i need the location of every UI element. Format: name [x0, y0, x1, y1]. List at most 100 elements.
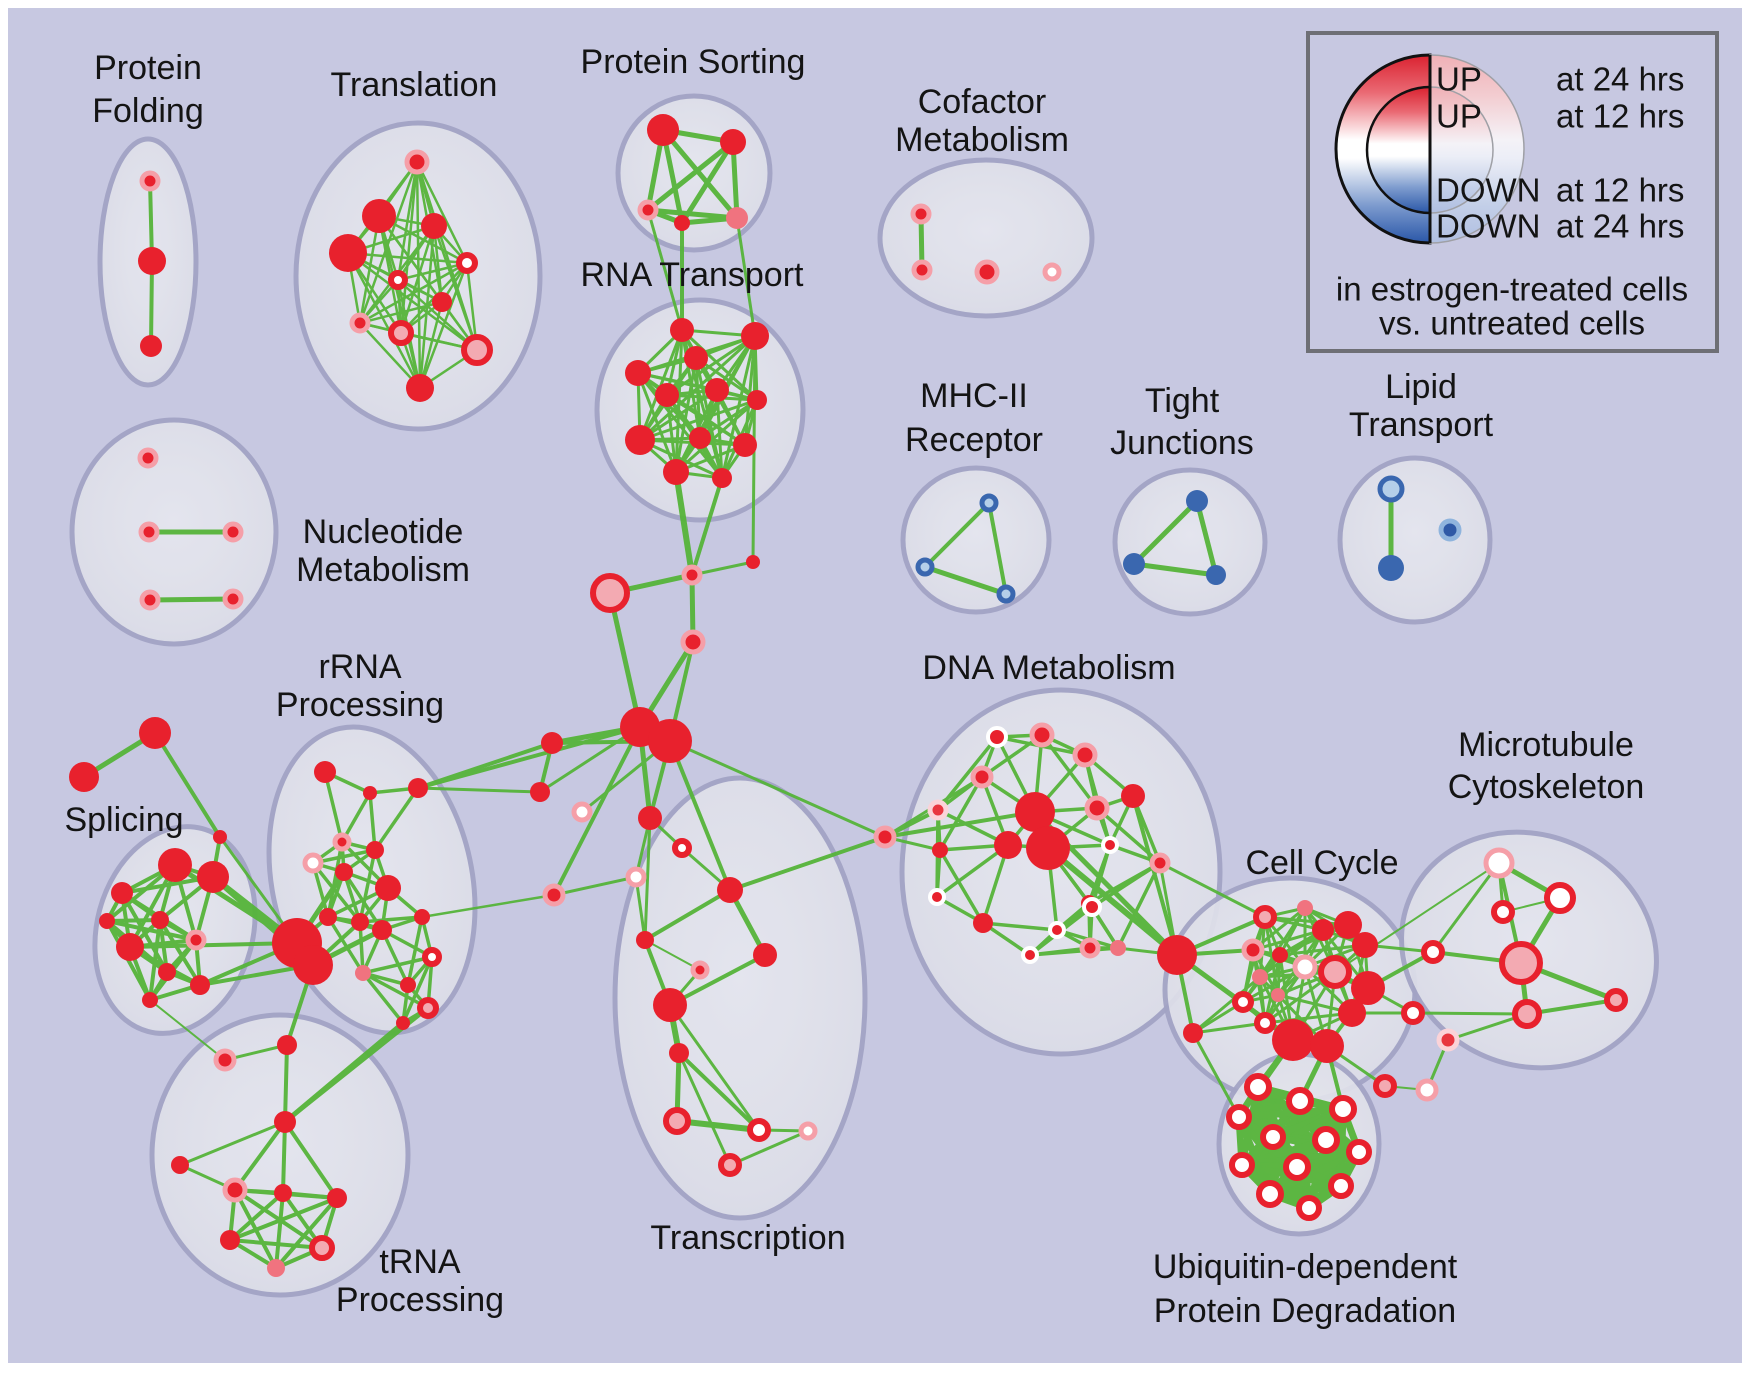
- cluster-ellipse-trna-processing: [149, 1012, 411, 1298]
- network-node-red: [1183, 1023, 1203, 1043]
- network-node-red: [670, 318, 694, 342]
- network-node-red: [158, 848, 192, 882]
- network-edge: [358, 848, 377, 924]
- network-edge: [346, 251, 479, 352]
- network-node-red: [625, 360, 651, 386]
- network-node-red: [625, 425, 655, 455]
- cluster-label-ubiquitin-degradation: Ubiquitin-dependent Protein Degradation: [1153, 1248, 1458, 1330]
- network-edge: [373, 786, 420, 852]
- network-node-rp: [1253, 905, 1277, 929]
- network-edge: [361, 971, 405, 1025]
- network-edge: [668, 739, 887, 839]
- network-node-lpr: [1436, 1028, 1460, 1052]
- cluster-label-protein-sorting: Protein Sorting: [581, 43, 806, 81]
- network-node-rw: [1260, 1124, 1286, 1150]
- network-node-prr: [1079, 937, 1101, 959]
- network-node-red: [973, 913, 993, 933]
- network-node-rw: [1283, 1153, 1311, 1181]
- network-node-prr: [222, 521, 244, 543]
- network-node-prr: [1072, 742, 1098, 768]
- network-edge: [283, 1120, 339, 1200]
- network-edge: [728, 1129, 810, 1167]
- network-edge: [323, 770, 344, 844]
- network-node-red: [414, 909, 430, 925]
- network-edge: [380, 928, 410, 987]
- network-edge: [1131, 561, 1219, 578]
- network-node-red: [335, 863, 353, 881]
- network-edge: [178, 1120, 287, 1167]
- network-node-red: [140, 335, 162, 357]
- network-node-red: [171, 1156, 189, 1174]
- network-edge: [361, 971, 430, 1010]
- network-edge: [128, 941, 299, 949]
- network-node-rw: [1232, 991, 1254, 1013]
- network-node-red: [747, 390, 767, 410]
- network-node-red: [717, 877, 743, 903]
- cluster-label-cell-cycle: Cell Cycle: [1245, 844, 1398, 882]
- network-edge: [326, 840, 344, 919]
- network-edge: [728, 835, 887, 892]
- cluster-label-mhc-ii-receptor: MHC-II Receptor: [905, 377, 1043, 459]
- network-edge: [665, 334, 757, 397]
- network-node-red: [684, 346, 708, 370]
- network-node-wr: [986, 726, 1008, 748]
- network-node-pnk: [726, 207, 748, 229]
- network-edge: [923, 501, 991, 569]
- cluster-label-translation: Translation: [331, 66, 498, 104]
- network-node-prr: [970, 765, 994, 789]
- network-edge: [358, 321, 422, 390]
- network-node-red: [1121, 784, 1145, 808]
- network-node-red: [158, 963, 176, 981]
- network-edge: [677, 1051, 761, 1132]
- network-edge: [346, 251, 422, 390]
- network-node-red: [400, 977, 416, 993]
- network-edge: [420, 893, 556, 919]
- network-edge: [643, 816, 652, 942]
- network-node-prr: [542, 883, 566, 907]
- network-node-rw: [422, 947, 442, 967]
- network-node-red: [674, 215, 690, 231]
- network-node-rw: [1296, 1195, 1322, 1221]
- network-edge: [228, 1238, 324, 1250]
- network-node-rp: [309, 1235, 335, 1261]
- network-node-blue: [1206, 565, 1226, 585]
- network-node-rw: [1544, 882, 1576, 914]
- network-node-red: [432, 292, 452, 312]
- cluster-label-splicing: Splicing: [64, 801, 183, 839]
- network-edge: [645, 139, 736, 213]
- network-node-pnk: [267, 1259, 285, 1277]
- network-node-pnk: [1252, 969, 1268, 985]
- cluster-label-protein-folding: Protein Folding: [92, 49, 204, 130]
- network-node-wr: [1021, 946, 1039, 964]
- legend-up24-dir: UP: [1436, 61, 1482, 98]
- network-node-rw: [1229, 1152, 1255, 1178]
- network-edge: [1191, 975, 1262, 1035]
- network-node-red: [1272, 1019, 1314, 1061]
- network-node-rp: [1499, 941, 1543, 985]
- network-edge: [1431, 861, 1501, 954]
- network-node-prr: [974, 259, 1000, 285]
- network-edge: [938, 848, 985, 925]
- network-edge: [668, 1003, 761, 1132]
- network-node-rw: [1256, 1180, 1284, 1208]
- network-node-prr: [681, 564, 703, 586]
- network-edge: [1090, 861, 1162, 909]
- network-edge: [326, 915, 365, 975]
- network-node-wr: [1082, 897, 1102, 917]
- network-node-rp: [718, 1153, 742, 1177]
- network-edge: [694, 356, 724, 480]
- legend-node-inner-right-icon: [1429, 86, 1494, 214]
- cluster-label-nucleotide-metabolism: Nucleotide Metabolism: [296, 513, 470, 589]
- network-node-prr: [680, 629, 706, 655]
- network-edge: [673, 469, 695, 578]
- cluster-label-lipid-transport: Lipid Transport: [1349, 368, 1494, 444]
- cluster-label-cofactor-metabolism: Cofactor Metabolism: [895, 83, 1069, 159]
- network-node-red: [746, 555, 760, 569]
- network-node-red: [1352, 932, 1378, 958]
- network-node-rp: [1512, 999, 1542, 1029]
- network-edge: [552, 725, 642, 897]
- network-node-rw: [1244, 1073, 1272, 1101]
- network-node-rw: [672, 838, 692, 858]
- network-node-rp: [1318, 955, 1352, 989]
